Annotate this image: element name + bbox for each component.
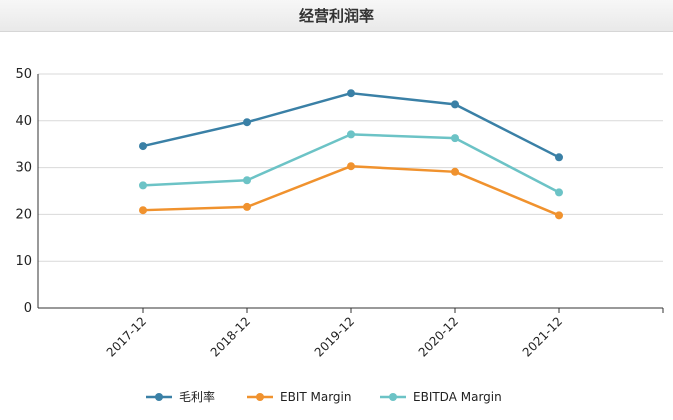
legend-label: EBIT Margin [280, 390, 351, 404]
x-tick-label: 2020-12 [416, 314, 461, 359]
data-point [555, 211, 563, 220]
data-point [243, 202, 251, 211]
data-point [347, 130, 355, 139]
data-point [139, 181, 147, 190]
data-point [347, 162, 355, 171]
y-tick-label: 50 [15, 67, 32, 82]
data-point [139, 142, 147, 151]
x-tick-label: 2021-12 [520, 314, 565, 359]
y-tick-label: 40 [15, 114, 32, 129]
data-point [347, 89, 355, 98]
data-point [451, 100, 459, 109]
series-line-0 [142, 91, 560, 159]
chart-title: 经营利润率 [298, 7, 374, 25]
x-tick-label: 2017-12 [104, 314, 149, 359]
y-tick-label: 0 [24, 301, 32, 316]
chart-header: 经营利润率 [0, 0, 673, 32]
y-tick-label: 20 [15, 207, 32, 222]
data-point [243, 118, 251, 127]
data-point [243, 176, 251, 185]
data-point [451, 167, 459, 176]
x-tick-label: 2018-12 [208, 314, 253, 359]
data-point [555, 153, 563, 162]
legend-swatch-marker [389, 393, 397, 401]
legend-swatch-marker [155, 393, 163, 401]
data-point [555, 188, 563, 197]
x-tick-label: 2019-12 [312, 314, 357, 359]
data-point [139, 206, 147, 215]
y-tick-label: 30 [15, 161, 32, 176]
legend-swatch-marker [256, 393, 264, 401]
series-line-1 [142, 164, 560, 217]
legend-label: 毛利率 [179, 389, 215, 404]
y-tick-label: 10 [15, 254, 32, 269]
legend-label: EBITDA Margin [413, 390, 502, 404]
data-point [451, 134, 459, 143]
